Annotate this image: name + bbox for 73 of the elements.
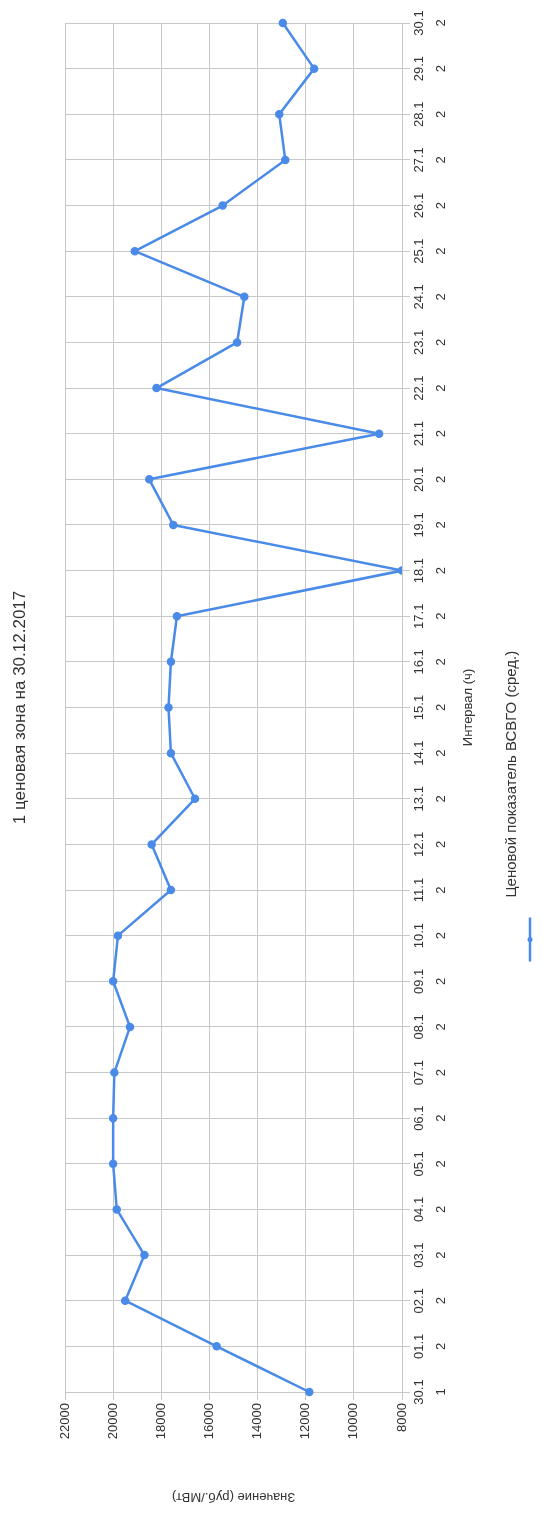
point bbox=[374, 429, 384, 438]
point bbox=[274, 110, 284, 119]
y-tick-label: 30.1 1 bbox=[410, 1379, 448, 1405]
y-tick-label: 21.1 2 bbox=[410, 421, 448, 447]
y-tick-label: 07.1 2 bbox=[410, 1059, 448, 1086]
point bbox=[281, 155, 290, 165]
y-axis-title: Интервал (ч) bbox=[459, 668, 475, 747]
text: 1 ценовая зона на 30.12.2017 bbox=[9, 590, 29, 825]
point bbox=[152, 383, 161, 393]
point bbox=[108, 977, 118, 986]
y-tick-label: 15.1 2 bbox=[410, 694, 448, 721]
y-tick-label: 14.1 2 bbox=[410, 740, 448, 766]
point bbox=[147, 840, 156, 849]
point bbox=[169, 520, 178, 530]
y-tick-label: 24.1 2 bbox=[410, 284, 448, 310]
point bbox=[166, 657, 176, 667]
point bbox=[110, 1068, 119, 1077]
point bbox=[172, 611, 182, 621]
x-tick-label: 20000 bbox=[104, 1403, 120, 1440]
y-tick-label: 03.1 2 bbox=[410, 1242, 448, 1268]
y-tick-label: 08.1 2 bbox=[410, 1014, 448, 1040]
y-tick-label: 22.1 2 bbox=[410, 375, 448, 401]
y-tick-label: 28.1 2 bbox=[410, 101, 448, 127]
point bbox=[130, 246, 140, 256]
y-tick-label: 01.1 2 bbox=[410, 1333, 448, 1360]
y-tick-label: 13.1 2 bbox=[410, 786, 448, 812]
y-tick-label: 11.1 2 bbox=[410, 877, 448, 903]
y-tick-label: 19.1 2 bbox=[410, 512, 448, 538]
y-tick-label: 30.1 2 bbox=[410, 10, 448, 36]
y-tick-label: 23.1 2 bbox=[410, 329, 448, 356]
point bbox=[240, 292, 249, 302]
point bbox=[112, 1205, 121, 1214]
y-tick-label: 04.1 2 bbox=[410, 1196, 448, 1223]
y-tick-label: 26.1 2 bbox=[410, 192, 448, 219]
y-tick-label: 20.1 2 bbox=[410, 466, 448, 492]
point bbox=[212, 1342, 221, 1351]
y-tick-label: 18.1 2 bbox=[410, 557, 448, 584]
x-tick-label: 10000 bbox=[345, 1403, 361, 1440]
point bbox=[190, 794, 200, 804]
x-tick-label: 22000 bbox=[56, 1403, 72, 1440]
point bbox=[309, 64, 319, 73]
point bbox=[164, 703, 173, 712]
x-tick-label: 18000 bbox=[152, 1403, 168, 1440]
x-tick-label: 8000 bbox=[393, 1403, 409, 1432]
point bbox=[108, 1159, 118, 1169]
y-tick-label: 27.1 2 bbox=[410, 147, 448, 173]
point bbox=[125, 1022, 135, 1032]
point bbox=[166, 885, 176, 895]
point bbox=[232, 338, 242, 347]
x-axis-title: Значение (руб./МВт) bbox=[171, 1490, 296, 1506]
point bbox=[166, 748, 176, 758]
x-tick-label: 14000 bbox=[249, 1403, 265, 1440]
y-tick-label: 02.1 2 bbox=[410, 1288, 448, 1314]
point bbox=[218, 201, 227, 210]
point bbox=[305, 1387, 314, 1397]
y-tick-label: 16.1 2 bbox=[410, 649, 448, 675]
point bbox=[278, 18, 288, 28]
x-tick-label: 12000 bbox=[297, 1403, 313, 1440]
y-tick-label: 25.1 2 bbox=[410, 238, 448, 264]
y-tick-label: 12.1 2 bbox=[410, 831, 448, 858]
y-tick-label: 06.1 2 bbox=[410, 1105, 448, 1131]
point bbox=[140, 1250, 149, 1260]
point bbox=[120, 1296, 130, 1305]
x-tick-label: 16000 bbox=[201, 1403, 217, 1440]
point bbox=[113, 931, 123, 940]
y-tick-label: 17.1 2 bbox=[410, 603, 448, 629]
point bbox=[108, 1113, 118, 1123]
point bbox=[145, 475, 154, 484]
text: Ценовой показатель ВСВГО (сред.) bbox=[502, 650, 520, 898]
y-tick-label: 09.1 2 bbox=[410, 968, 448, 994]
y-tick-label: 10.1 2 bbox=[410, 923, 448, 949]
y-tick-label: 29.1 2 bbox=[410, 55, 448, 82]
y-tick-label: 05.1 2 bbox=[410, 1151, 448, 1177]
